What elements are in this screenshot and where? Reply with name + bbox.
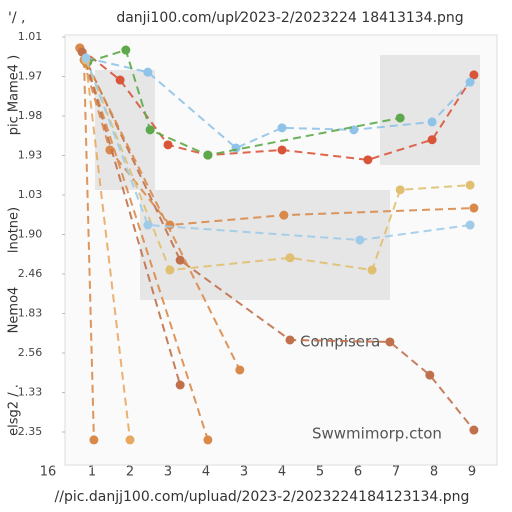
series-line (84, 61, 182, 386)
x-tick-label: 8 (430, 465, 438, 480)
point (143, 220, 153, 230)
bottom-url: //pic.danjj100.com/upluad/2023-2/2023224… (55, 489, 470, 505)
x-tick-label: 2 (126, 465, 134, 480)
point (121, 45, 131, 55)
point (395, 113, 405, 123)
point (125, 435, 135, 445)
point (163, 140, 173, 150)
point (427, 117, 437, 127)
y-axis-label: lnotne) (7, 207, 22, 253)
point (89, 435, 99, 445)
point (277, 123, 287, 133)
point (145, 125, 155, 135)
y-tick-label: 1.01 (18, 30, 43, 43)
x-tick-label: 7 (392, 465, 400, 480)
y-axis-label: elsg2 / . (7, 384, 22, 436)
point (469, 203, 479, 213)
point (143, 67, 153, 77)
x-tick-label: 6 (354, 465, 362, 480)
y-tick-label: 1.83 (18, 307, 43, 320)
point (363, 155, 373, 165)
point (165, 265, 175, 275)
top-url: danji100.com/upl⁄2023-2/2023224 18413134… (116, 10, 463, 26)
point (469, 70, 479, 80)
point (427, 135, 437, 145)
point (81, 53, 91, 63)
x-tick-label: 9 (468, 465, 476, 480)
y-tick-label: 1.97 (18, 70, 43, 83)
point (465, 220, 475, 230)
x-tick-label: 3 (240, 465, 248, 480)
y-tick-label: 1.98 (18, 109, 43, 122)
series-line (84, 59, 471, 272)
series-line (85, 61, 241, 371)
point (115, 75, 125, 85)
point (285, 335, 295, 345)
y-axis-label: Nemo4 (7, 287, 22, 334)
point (425, 370, 435, 380)
point (285, 253, 295, 263)
point (367, 265, 377, 275)
watermark (95, 55, 480, 300)
series-line (84, 61, 131, 441)
point (175, 380, 185, 390)
series-line (84, 61, 209, 441)
y-tick-label: 2.35 (18, 425, 43, 438)
x-tick-label: 16 (40, 465, 57, 480)
annotation: Swwmimorp.cton (312, 425, 442, 443)
point (235, 365, 245, 375)
x-tick-label: 4 (278, 465, 286, 480)
series-line (83, 59, 95, 440)
point (465, 77, 475, 87)
point (203, 150, 213, 160)
x-tick-label: 5 (316, 465, 324, 480)
point (465, 180, 475, 190)
series-line (84, 57, 471, 242)
x-tick-label: 4 (202, 465, 210, 480)
y-tick-label: 2.46 (18, 267, 43, 280)
corner-mark: '/ , (8, 10, 25, 26)
point (203, 435, 213, 445)
point (355, 235, 365, 245)
y-tick-label: 2.56 (18, 346, 43, 359)
point (175, 255, 185, 265)
point (395, 185, 405, 195)
point (385, 337, 395, 347)
y-tick-label: 1.03 (18, 188, 43, 201)
y-axis-label: pic Mame4 ) (7, 55, 22, 135)
series-line (79, 47, 475, 161)
x-tick-label: 3 (164, 465, 172, 480)
y-tick-label: 1.90 (18, 228, 43, 241)
point (469, 425, 479, 435)
y-tick-label: 1.33 (18, 386, 43, 399)
point (279, 210, 289, 220)
x-tick-label: 1 (88, 465, 96, 480)
y-tick-label: 1.93 (18, 149, 43, 162)
point (277, 145, 287, 155)
